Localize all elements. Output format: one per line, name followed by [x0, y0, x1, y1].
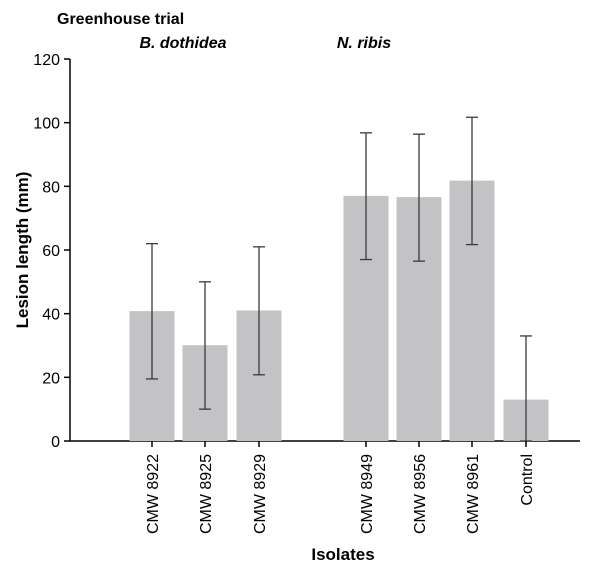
y-tick-label-0: 0: [51, 434, 60, 451]
y-axis-label: Lesion length (mm): [13, 172, 32, 329]
x-tick-label-2: CMW 8929: [252, 454, 269, 534]
x-tick-label-5: CMW 8961: [465, 454, 482, 534]
x-tick-label-3: CMW 8949: [359, 454, 376, 534]
y-tick-label-40: 40: [42, 307, 60, 324]
x-tick-label-0: CMW 8922: [145, 454, 162, 534]
y-tick-label-60: 60: [42, 243, 60, 260]
chart-title: Greenhouse trial: [57, 11, 184, 28]
y-tick-label-20: 20: [42, 370, 60, 387]
y-tick-label-120: 120: [33, 52, 60, 69]
group-label-n-ribis: N. ribis: [337, 35, 391, 52]
y-tick-label-80: 80: [42, 179, 60, 196]
x-tick-label-1: CMW 8925: [198, 454, 215, 534]
x-axis-label: Isolates: [311, 545, 374, 564]
x-tick-label-6: Control: [519, 454, 536, 506]
group-label-b-dothidea: B. dothidea: [139, 35, 226, 52]
y-tick-label-100: 100: [33, 116, 60, 133]
x-tick-label-4: CMW 8956: [412, 454, 429, 534]
plot-area: 0 20 40 60 80 100 120 CMW 8922 CMW 8925 CMW 8929 C…: [33, 52, 580, 534]
